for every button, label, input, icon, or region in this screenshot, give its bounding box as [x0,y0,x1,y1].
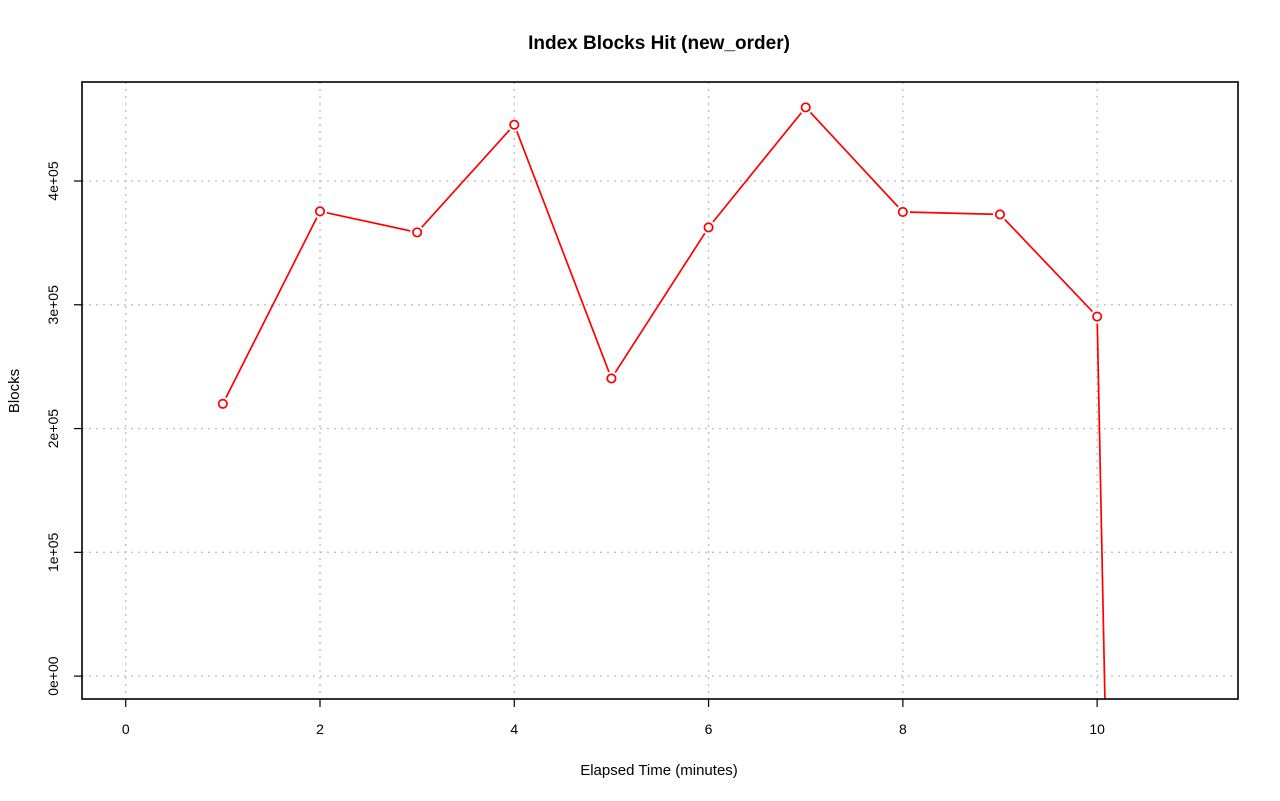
x-tick-label: 8 [899,721,907,737]
plot-frame [81,81,1239,700]
y-tick-label: 0e+00 [45,656,61,696]
y-axis-label: Blocks [6,369,23,413]
series-line-segment [1004,218,1093,313]
series-tail-segment [1096,323,1106,700]
data-point [509,119,520,130]
y-tick-label: 2e+05 [45,409,61,449]
data-point [1092,311,1103,322]
data-point [412,227,423,238]
grid [82,82,1238,699]
y-axis: 0e+00 1e+05 2e+05 3e+05 4e+05 [45,161,82,696]
series-line-segment [909,211,994,216]
series-line-segment [421,129,511,228]
y-tick-label: 1e+05 [45,532,61,572]
series-line-segment [809,111,899,208]
x-tick-label: 6 [705,721,713,737]
x-tick-label: 2 [316,721,324,737]
series-line-segment [326,211,411,232]
data-point [217,398,228,409]
data-point [703,222,714,233]
y-tick-label: 4e+05 [45,161,61,201]
x-tick-label: 4 [510,721,518,737]
data-point [994,209,1006,220]
data-point [897,206,908,218]
series-line-segment [614,232,706,374]
data-point [606,373,617,384]
data-point [314,206,326,217]
series-line-segment [225,217,318,398]
series-line-segment [712,112,802,223]
chart-title: Index Blocks Hit (new_order) [528,33,790,54]
y-tick-label: 3e+05 [45,285,61,325]
x-tick-label: 0 [122,721,130,737]
x-tick-label: 10 [1089,721,1105,737]
data-point [800,102,811,113]
series-layer [217,102,1106,700]
x-axis: 0 2 4 6 8 10 [122,699,1105,737]
series-line-segment [515,130,610,373]
x-axis-label: Elapsed Time (minutes) [580,762,738,779]
